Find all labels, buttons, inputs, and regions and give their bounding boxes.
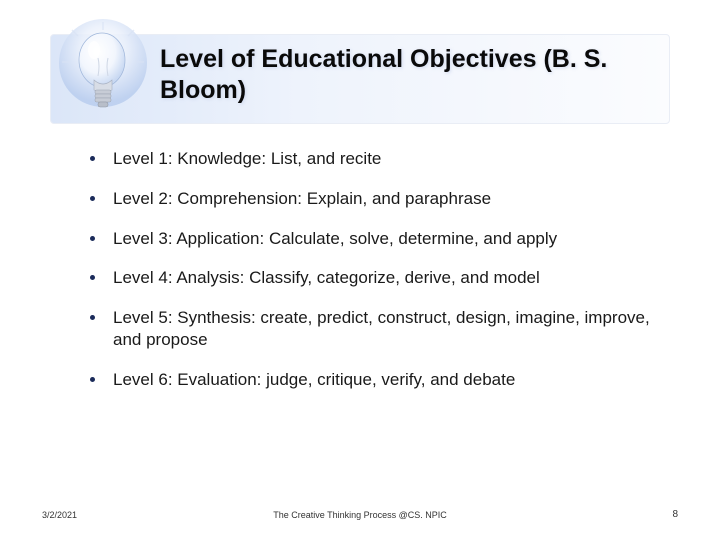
list-item: Level 2: Comprehension: Explain, and par… <box>90 188 650 210</box>
bullet-dot-icon <box>90 156 95 161</box>
list-item: Level 6: Evaluation: judge, critique, ve… <box>90 369 650 391</box>
bullet-text: Level 5: Synthesis: create, predict, con… <box>113 307 650 351</box>
bullet-text: Level 3: Application: Calculate, solve, … <box>113 228 650 250</box>
bullet-dot-icon <box>90 377 95 382</box>
bullet-dot-icon <box>90 236 95 241</box>
bullet-text: Level 4: Analysis: Classify, categorize,… <box>113 267 650 289</box>
bullet-dot-icon <box>90 196 95 201</box>
bullet-dot-icon <box>90 275 95 280</box>
bullet-text: Level 1: Knowledge: List, and recite <box>113 148 650 170</box>
list-item: Level 5: Synthesis: create, predict, con… <box>90 307 650 351</box>
bullet-dot-icon <box>90 315 95 320</box>
footer-page-number: 8 <box>672 509 678 520</box>
bullet-text: Level 6: Evaluation: judge, critique, ve… <box>113 369 650 391</box>
list-item: Level 1: Knowledge: List, and recite <box>90 148 650 170</box>
slide: Level of Educational Objectives (B. S. B… <box>0 0 720 540</box>
list-item: Level 4: Analysis: Classify, categorize,… <box>90 267 650 289</box>
footer-center-text: The Creative Thinking Process @CS. NPIC <box>0 510 720 520</box>
bullet-list: Level 1: Knowledge: List, and recite Lev… <box>90 148 650 408</box>
list-item: Level 3: Application: Calculate, solve, … <box>90 228 650 250</box>
bullet-text: Level 2: Comprehension: Explain, and par… <box>113 188 650 210</box>
slide-title: Level of Educational Objectives (B. S. B… <box>160 44 660 107</box>
